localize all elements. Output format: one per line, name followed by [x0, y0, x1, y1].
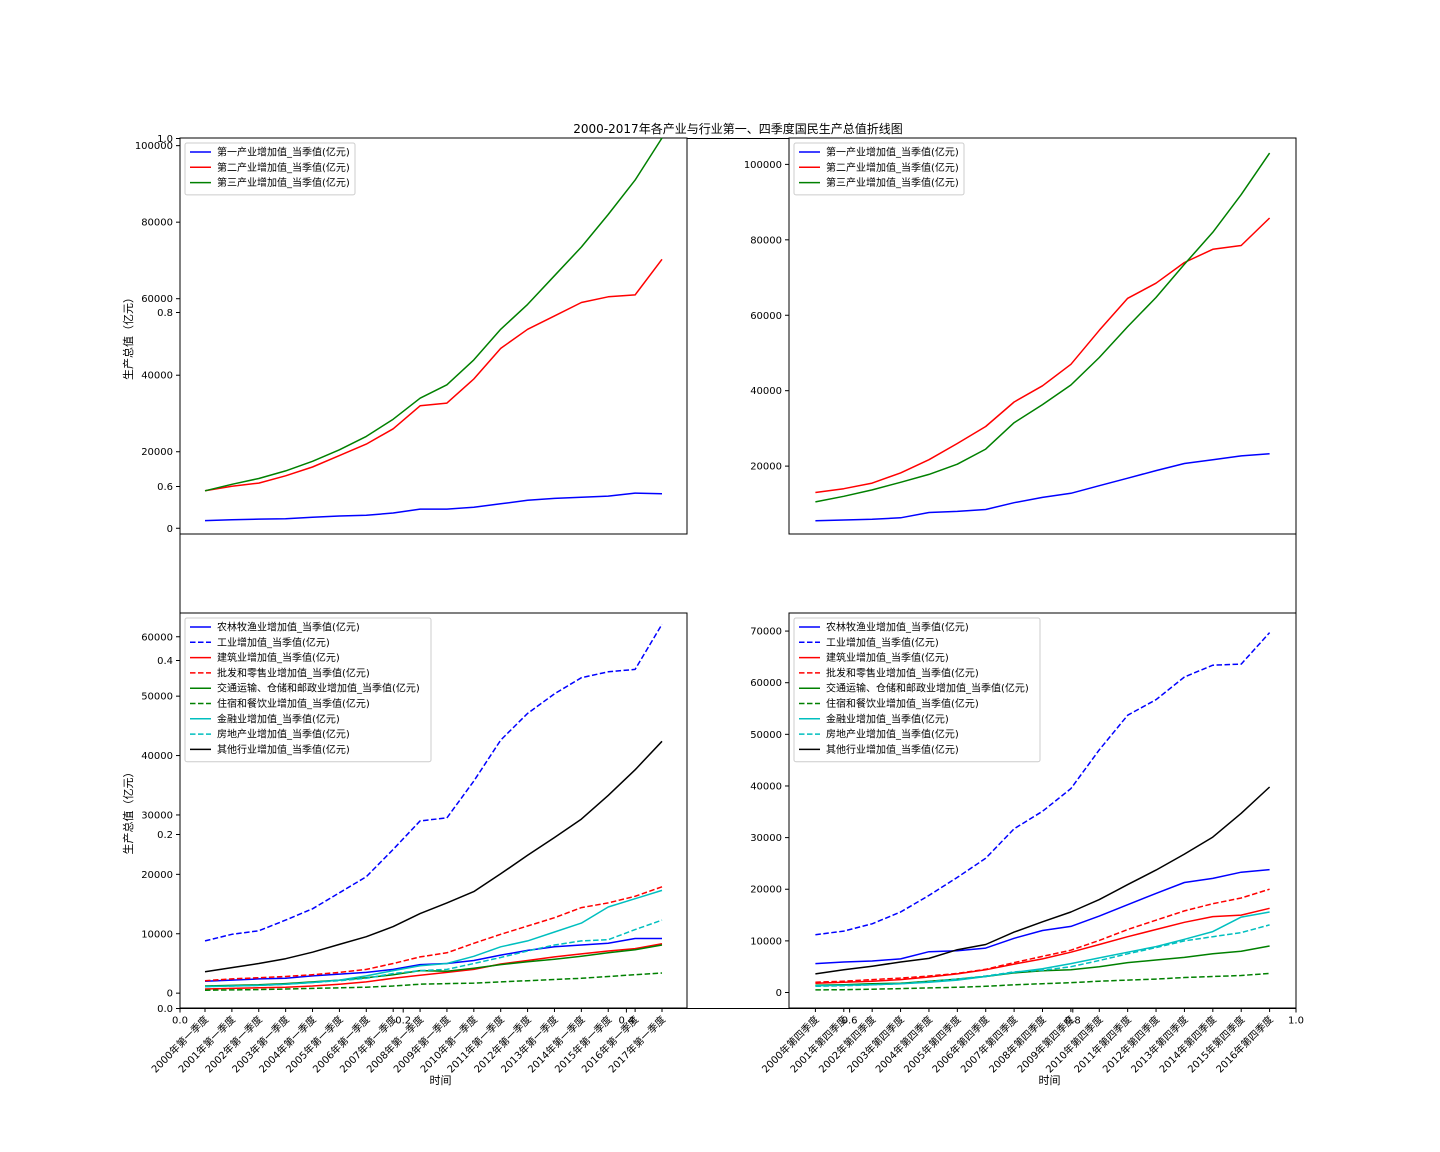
overlay-axis-ticks: 0.0 0.2 0.4 0.6 0.8 1.0 0.0 0.2 0.4 0.6 0.8 1.0	[157, 134, 1304, 1027]
y-tick-label: 20000	[750, 462, 782, 473]
x-axis-label: 时间	[430, 1074, 452, 1087]
legend-box	[793, 142, 965, 196]
plot-area	[788, 137, 1297, 535]
legend-label: 其他行业增加值_当季值(亿元)	[826, 743, 959, 756]
series-line	[204, 972, 663, 991]
y-tick-label: 20000	[141, 447, 173, 458]
overlay-y-tick-label: 0.8	[157, 308, 173, 319]
overlay-y-tick-label: 1.0	[157, 134, 173, 145]
legend-label: 第一产业增加值_当季值(亿元)	[217, 146, 350, 159]
overlay-x-tick-label: 0.4	[618, 1016, 634, 1027]
legend-label: 其他行业增加值_当季值(亿元)	[217, 743, 350, 756]
legend-label: 金融业增加值_当季值(亿元)	[217, 712, 340, 725]
x-axis-label: 时间	[1039, 1074, 1061, 1087]
y-tick-label: 0	[167, 989, 173, 1000]
y-tick-label: 10000	[750, 936, 782, 947]
chart-title: 2000-2017年各产业与行业第一、四季度国民生产总值折线图	[573, 121, 902, 136]
series-line	[204, 623, 663, 942]
overlay-x-tick-label: 0.0	[172, 1016, 188, 1027]
legend-label: 第三产业增加值_当季值(亿元)	[826, 176, 959, 189]
overlay-y-tick-label: 0.6	[157, 482, 173, 493]
y-tick-label: 80000	[141, 218, 173, 229]
series-line	[815, 907, 1270, 984]
series-line	[815, 452, 1270, 522]
legend-label: 批发和零售业增加值_当季值(亿元)	[826, 666, 979, 679]
legend-box	[184, 617, 432, 763]
legend-box	[793, 617, 1041, 763]
series-line	[815, 152, 1271, 503]
subplot-3: 01000020000300004000050000600002000年第一季度…	[121, 612, 688, 1087]
series-line	[815, 924, 1270, 988]
plot-area	[179, 137, 688, 535]
y-tick-label: 40000	[750, 781, 782, 792]
overlay-axes-frame	[179, 138, 1297, 1009]
series-line	[815, 888, 1270, 983]
y-tick-label: 60000	[750, 678, 782, 689]
legend-label: 建筑业增加值_当季值(亿元)	[826, 651, 949, 664]
subplot-2: 20000 40000 60000 80000 100000 第一产业增加值_当季值(亿元…	[744, 137, 1297, 535]
series-line	[204, 919, 663, 988]
series-line	[815, 868, 1270, 965]
overlay-x-tick-label: 0.6	[842, 1016, 858, 1027]
y-tick-label: 30000	[141, 810, 173, 821]
legend-label: 第二产业增加值_当季值(亿元)	[217, 161, 350, 174]
y-tick-label: 50000	[141, 692, 173, 703]
overlay-x-tick-label: 0.2	[395, 1016, 411, 1027]
y-tick-label: 60000	[141, 632, 173, 643]
legend-label: 建筑业增加值_当季值(亿元)	[217, 651, 340, 664]
series-line	[204, 258, 663, 492]
legend-label: 住宿和餐饮业增加值_当季值(亿元)	[217, 697, 370, 710]
y-tick-label: 100000	[744, 160, 782, 171]
y-tick-label: 70000	[750, 627, 782, 638]
series-line	[204, 740, 663, 973]
y-axis-label: 生产总值（亿元）	[121, 767, 135, 855]
legend-label: 农林牧渔业增加值_当季值(亿元)	[826, 621, 969, 634]
legend-label: 第二产业增加值_当季值(亿元)	[826, 161, 959, 174]
series-line	[204, 943, 663, 990]
y-tick-label: 40000	[750, 386, 782, 397]
legend-label: 房地产业增加值_当季值(亿元)	[826, 728, 959, 741]
legend-label: 交通运输、仓储和邮政业增加值_当季值(亿元)	[217, 682, 420, 695]
y-tick-label: 20000	[141, 870, 173, 881]
y-tick-label: 30000	[750, 833, 782, 844]
overlay-y-tick-label: 0.4	[157, 656, 173, 667]
y-tick-label: 0	[167, 524, 173, 535]
y-tick-label: 40000	[141, 371, 173, 382]
series-line	[204, 137, 663, 492]
series-line	[815, 972, 1270, 991]
legend-label: 工业增加值_当季值(亿元)	[826, 636, 939, 649]
legend-label: 交通运输、仓储和邮政业增加值_当季值(亿元)	[826, 682, 1029, 695]
y-tick-label: 100000	[135, 141, 173, 152]
y-tick-label: 40000	[141, 751, 173, 762]
y-tick-label: 60000	[750, 311, 782, 322]
overlay-x-tick-label: 1.0	[1288, 1016, 1304, 1027]
legend-label: 批发和零售业增加值_当季值(亿元)	[217, 666, 370, 679]
y-axis-label: 生产总值（亿元）	[121, 292, 135, 380]
subplot-4: 0100002000030000400005000060000700002000…	[750, 612, 1297, 1087]
legend-label: 第一产业增加值_当季值(亿元)	[826, 146, 959, 159]
legend-box	[184, 142, 356, 196]
subplot-grid: 020000400006000080000100000生产总值（亿元）第一产业增…	[121, 137, 1297, 1087]
legend-label: 房地产业增加值_当季值(亿元)	[217, 728, 350, 741]
legend-label: 金融业增加值_当季值(亿元)	[826, 712, 949, 725]
y-tick-label: 0	[776, 988, 782, 999]
y-tick-label: 10000	[141, 929, 173, 940]
overlay-y-tick-label: 0.0	[157, 1004, 173, 1015]
series-line	[815, 786, 1271, 975]
overlay-y-tick-label: 0.2	[157, 830, 173, 841]
y-tick-label: 60000	[141, 294, 173, 305]
legend-label: 农林牧渔业增加值_当季值(亿元)	[217, 621, 360, 634]
subplot-1: 0 20000 40000 60000 80000 100000 生产总值（亿元） 第一产业增…	[121, 137, 688, 535]
series-line	[204, 492, 663, 522]
y-tick-label: 50000	[750, 730, 782, 741]
y-tick-label: 80000	[750, 235, 782, 246]
series-line	[204, 886, 663, 982]
legend-label: 第三产业增加值_当季值(亿元)	[217, 176, 350, 189]
y-tick-label: 20000	[750, 885, 782, 896]
legend-label: 工业增加值_当季值(亿元)	[217, 636, 330, 649]
overlay-x-tick-label: 0.8	[1065, 1016, 1081, 1027]
legend-label: 住宿和餐饮业增加值_当季值(亿元)	[826, 697, 979, 710]
series-line	[815, 217, 1271, 494]
